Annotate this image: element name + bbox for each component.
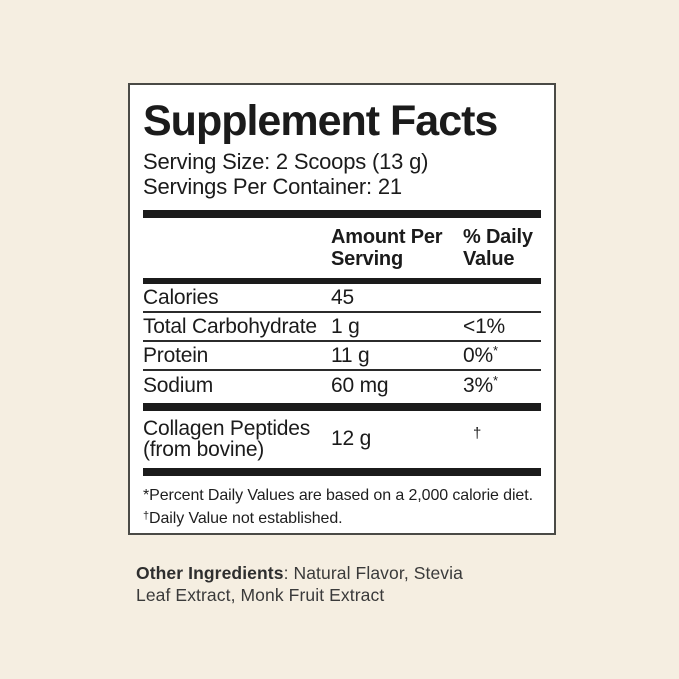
footnote-text: Daily Value not established. xyxy=(149,510,343,527)
footnote-dagger-mark: † xyxy=(143,510,150,522)
nutrient-dv: 0%* xyxy=(463,343,541,368)
divider-medium-under-header xyxy=(143,278,541,284)
dv-value: 3% xyxy=(463,374,493,397)
table-header-row: Amount Per Serving % Daily Value xyxy=(143,218,541,273)
table-row: Calories 45 xyxy=(143,284,541,313)
collagen-row: Collagen Peptides (from bovine) 12 g † xyxy=(143,411,541,468)
footnote-dv-not-established: †Daily Value not established. xyxy=(143,506,541,529)
nutrient-dv: 3%* xyxy=(463,373,541,398)
nutrient-name: Sodium xyxy=(143,373,214,397)
collagen-dagger: † xyxy=(473,425,482,442)
servings-per-container-line: Servings Per Container: 21 xyxy=(143,174,402,199)
nutrient-amount: 45 xyxy=(331,285,354,309)
collagen-name-line2: (from bovine) xyxy=(143,437,265,461)
nutrient-name: Total Carbohydrate xyxy=(143,314,317,338)
panel-title: Supplement Facts xyxy=(143,97,498,145)
table-row: Sodium 60 mg 3%* xyxy=(143,371,541,400)
collagen-name: Collagen Peptides (from bovine) xyxy=(143,418,331,460)
footnote-asterisk-mark: * xyxy=(143,487,150,504)
collagen-name-line1: Collagen Peptides xyxy=(143,416,311,440)
table-row: Total Carbohydrate 1 g <1% xyxy=(143,313,541,342)
nutrient-amount: 1 g xyxy=(331,314,360,338)
serving-size-line: Serving Size: 2 Scoops (13 g) xyxy=(143,149,429,174)
other-ingredients: Other Ingredients: Natural Flavor, Stevi… xyxy=(136,562,482,606)
divider-thick-middle xyxy=(143,403,541,411)
header-percent-daily-value: % Daily Value xyxy=(463,226,533,270)
footnotes: *Percent Daily Values are based on a 2,0… xyxy=(143,486,541,529)
nutrient-amount: 11 g xyxy=(331,343,370,367)
header-spacer xyxy=(143,226,331,270)
dv-value: <1% xyxy=(463,315,506,338)
nutrient-amount: 60 mg xyxy=(331,373,389,397)
dv-value: 0% xyxy=(463,344,493,367)
other-ingredients-label: Other Ingredients xyxy=(136,563,284,583)
dv-asterisk: * xyxy=(492,373,499,388)
other-ingredients-list: : Natural Flavor, Stevia Leaf Extract, M… xyxy=(136,563,463,605)
header-amount-per-serving: Amount Per Serving xyxy=(331,226,443,270)
collagen-amount: 12 g xyxy=(331,426,372,450)
dv-asterisk: * xyxy=(492,343,499,358)
table-row: Protein 11 g 0%* xyxy=(143,342,541,371)
divider-thick-bottom xyxy=(143,468,541,476)
footnote-daily-values: *Percent Daily Values are based on a 2,0… xyxy=(143,486,541,506)
divider-thick-top xyxy=(143,210,541,218)
nutrient-name: Calories xyxy=(143,285,219,309)
nutrient-dv: <1% xyxy=(463,314,541,339)
footnote-text: Percent Daily Values are based on a 2,00… xyxy=(149,487,533,504)
nutrient-name: Protein xyxy=(143,343,209,367)
supplement-facts-panel: Supplement Facts Serving Size: 2 Scoops … xyxy=(128,83,556,535)
